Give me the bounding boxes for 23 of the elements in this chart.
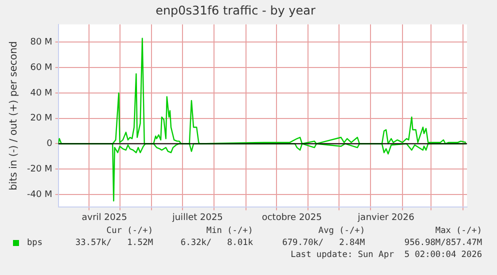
x-tick-label: janvier 2026 <box>356 212 415 223</box>
x-tick-label: juillet 2025 <box>171 212 223 223</box>
text: Max (-/+) <box>435 226 482 236</box>
text: Avg (-/+) <box>318 226 365 236</box>
chart-title: enp0s31f6 traffic - by year <box>156 3 316 18</box>
text: Min (-/+) <box>206 226 253 236</box>
x-tick-label: octobre 2025 <box>262 212 322 223</box>
y-tick-label: -40 M <box>27 190 52 200</box>
text: Cur (-/+) <box>106 226 153 236</box>
text: 679.70k/ 2.84M <box>282 238 365 248</box>
y-tick-label: 40 M <box>30 88 52 98</box>
y-tick-label: 0 <box>46 139 53 150</box>
text: 6.32k/ 8.01k <box>180 238 253 248</box>
y-tick-label: 80 M <box>30 38 52 48</box>
y-tick-label: 60 M <box>30 62 52 73</box>
text: 956.98M/857.47M <box>404 238 482 248</box>
text: 33.57k/ 1.52M <box>75 238 153 248</box>
y-tick-label: 20 M <box>30 114 52 124</box>
legend-label: bps <box>27 238 43 248</box>
y-axis-title: bits in (-) / out (+) per second <box>8 41 20 190</box>
y-tick-label: -20 M <box>27 164 52 174</box>
text: Last update: Sun Apr 5 02:00:04 2026 <box>290 250 482 260</box>
x-tick-label: avril 2025 <box>82 212 128 223</box>
